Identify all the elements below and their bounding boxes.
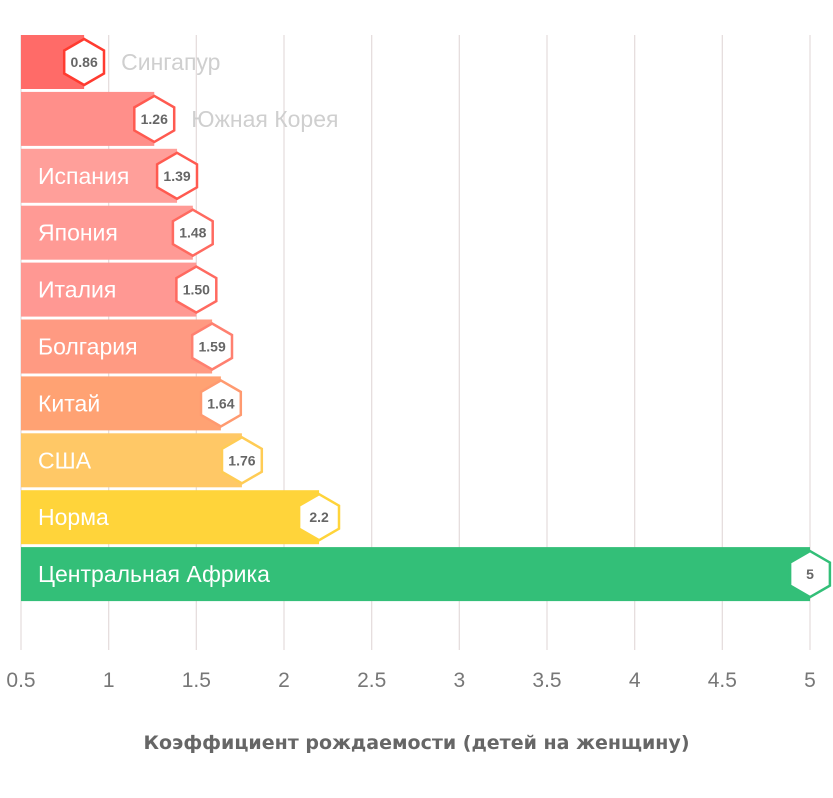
value-label: 0.86 xyxy=(70,54,97,70)
category-label: Италия xyxy=(38,277,116,303)
bar xyxy=(21,205,193,260)
value-marker xyxy=(199,378,243,428)
x-tick-label: 4.5 xyxy=(708,669,737,692)
x-tick-label: 2 xyxy=(278,669,290,692)
value-label: 1.64 xyxy=(207,395,234,411)
bar xyxy=(21,376,221,431)
bar xyxy=(21,319,213,374)
bar xyxy=(21,91,155,146)
x-tick-label: 1.5 xyxy=(182,669,211,692)
x-tick-label: 4 xyxy=(629,669,641,692)
category-label: Япония xyxy=(38,220,118,246)
value-label: 1.59 xyxy=(198,339,225,355)
x-tick-label: 2.5 xyxy=(357,669,386,692)
value-marker xyxy=(220,435,264,485)
x-axis-label: Коэффициент рождаемости (детей на женщин… xyxy=(143,732,690,754)
value-label: 1.50 xyxy=(183,282,210,298)
bar xyxy=(21,262,197,317)
value-label: 5 xyxy=(806,566,814,582)
bar xyxy=(21,547,810,602)
bar xyxy=(21,148,178,203)
category-label: Болгария xyxy=(38,334,138,360)
value-label: 1.39 xyxy=(163,168,190,184)
value-label: 2.2 xyxy=(309,509,329,525)
category-label: Китай xyxy=(38,390,100,416)
x-tick-label: 3.5 xyxy=(532,669,561,692)
value-marker xyxy=(297,492,341,542)
x-tick-label: 5 xyxy=(804,669,816,692)
value-label: 1.76 xyxy=(228,452,255,468)
category-label: Южная Корея xyxy=(191,106,338,132)
category-label: Сингапур xyxy=(121,49,220,75)
category-label: Норма xyxy=(38,504,109,530)
bar xyxy=(21,490,320,545)
value-marker xyxy=(171,208,214,258)
value-marker xyxy=(133,94,176,144)
x-tick-label: 0.5 xyxy=(6,669,35,692)
value-marker xyxy=(155,151,199,201)
x-tick-label: 1 xyxy=(103,669,115,692)
category-label: Центральная Африка xyxy=(38,561,270,587)
value-marker xyxy=(788,549,832,599)
bar xyxy=(21,433,242,488)
category-label: США xyxy=(38,447,92,473)
value-marker xyxy=(62,37,106,87)
x-tick-label: 3 xyxy=(453,669,465,692)
value-marker xyxy=(175,265,218,315)
category-label: Испания xyxy=(38,163,129,189)
value-label: 1.26 xyxy=(141,111,168,127)
value-label: 1.48 xyxy=(179,225,206,241)
value-marker xyxy=(190,322,234,371)
